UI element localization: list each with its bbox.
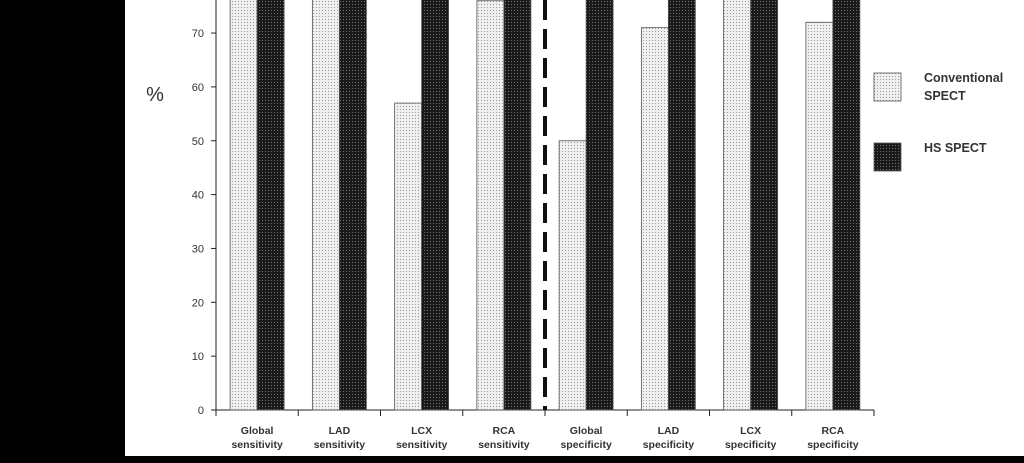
x-tick-label: Global sensitivity — [231, 425, 283, 451]
y-tick-label: 70 — [192, 28, 204, 40]
bar-conventional-spect — [805, 21, 834, 411]
legend-swatch — [873, 72, 902, 102]
legend-label: HS SPECT — [924, 141, 987, 155]
bar-hs-spect — [832, 0, 861, 411]
y-tick-label: 0 — [198, 405, 204, 417]
bar-hs-spect — [503, 0, 532, 411]
bar-conventional-spect — [476, 0, 505, 411]
x-tick-label: LCX sensitivity — [396, 425, 448, 451]
y-tick-label: 50 — [192, 136, 204, 148]
bar-hs-spect — [667, 0, 696, 411]
bar-hs-spect — [338, 0, 367, 411]
bar-conventional-spect — [311, 0, 340, 411]
legend-label: Conventional SPECT — [924, 71, 1003, 103]
bar-hs-spect — [256, 0, 285, 411]
y-tick-label: 30 — [192, 243, 204, 255]
y-tick-label: 10 — [192, 351, 204, 363]
x-tick-label: RCA sensitivity — [478, 425, 530, 451]
bar-conventional-spect — [558, 140, 587, 411]
x-tick-label: RCA specificity — [807, 425, 859, 451]
legend-swatch — [873, 142, 902, 172]
x-tick-label: LAD sensitivity — [314, 425, 366, 451]
bar-conventional-spect — [229, 0, 258, 411]
y-axis-label: % — [146, 84, 164, 106]
y-tick-label: 40 — [192, 190, 204, 202]
y-tick-label: 60 — [192, 82, 204, 94]
x-tick-label: LCX specificity — [725, 425, 777, 451]
bar-conventional-spect — [394, 102, 423, 411]
bar-hs-spect — [585, 0, 614, 411]
bar-hs-spect — [750, 0, 779, 411]
bar-hs-spect — [421, 0, 450, 411]
x-tick-label: Global specificity — [560, 425, 612, 451]
bar-conventional-spect — [723, 0, 752, 411]
x-tick-label: LAD specificity — [643, 425, 695, 451]
y-tick-label: 20 — [192, 297, 204, 309]
bar-conventional-spect — [640, 27, 669, 411]
